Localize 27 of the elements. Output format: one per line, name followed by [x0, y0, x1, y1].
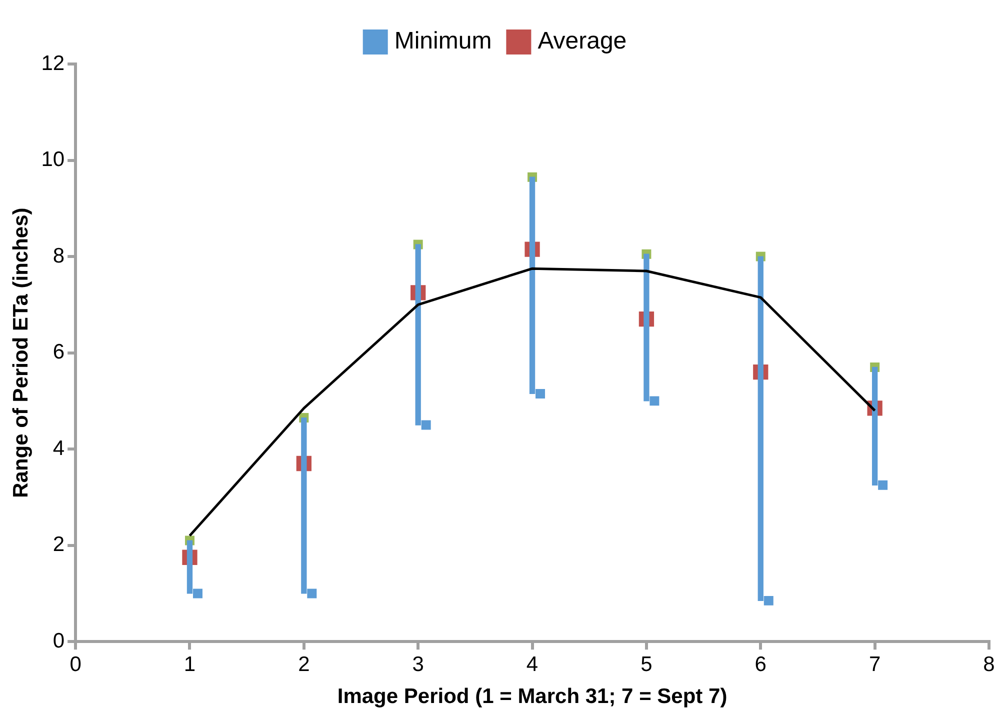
x-tick-label: 5 — [640, 652, 652, 676]
x-tick-label: 7 — [868, 652, 881, 676]
x-tick-label: 6 — [754, 652, 766, 676]
y-tick-label: 10 — [41, 148, 65, 172]
y-tick-label: 6 — [52, 340, 65, 364]
point — [307, 588, 317, 598]
legend-label: Average — [538, 28, 627, 55]
x-tick-label: 3 — [412, 652, 424, 676]
point — [764, 596, 774, 606]
x-tick-label: 1 — [184, 652, 196, 676]
point — [421, 420, 431, 430]
point — [536, 388, 546, 398]
x-tick-label: 4 — [526, 652, 538, 676]
y-tick-label: 0 — [52, 629, 65, 652]
point — [878, 480, 888, 490]
x-tick-label: 2 — [298, 652, 310, 676]
point — [192, 588, 202, 598]
x-tick-label: 8 — [983, 652, 995, 676]
y-tick-label: 12 — [41, 52, 65, 75]
x-axis-title: Image Period (1 = March 31; 7 = Sept 7) — [337, 685, 728, 708]
y-axis-title: Range of Period ETa (inches) — [9, 208, 32, 498]
legend-label: Minimum — [394, 28, 492, 55]
point — [650, 396, 660, 406]
y-tick-label: 2 — [52, 533, 65, 556]
y-tick-label: 4 — [52, 436, 65, 460]
y-tick-label: 8 — [52, 244, 65, 268]
x-tick-label: 0 — [70, 652, 82, 676]
